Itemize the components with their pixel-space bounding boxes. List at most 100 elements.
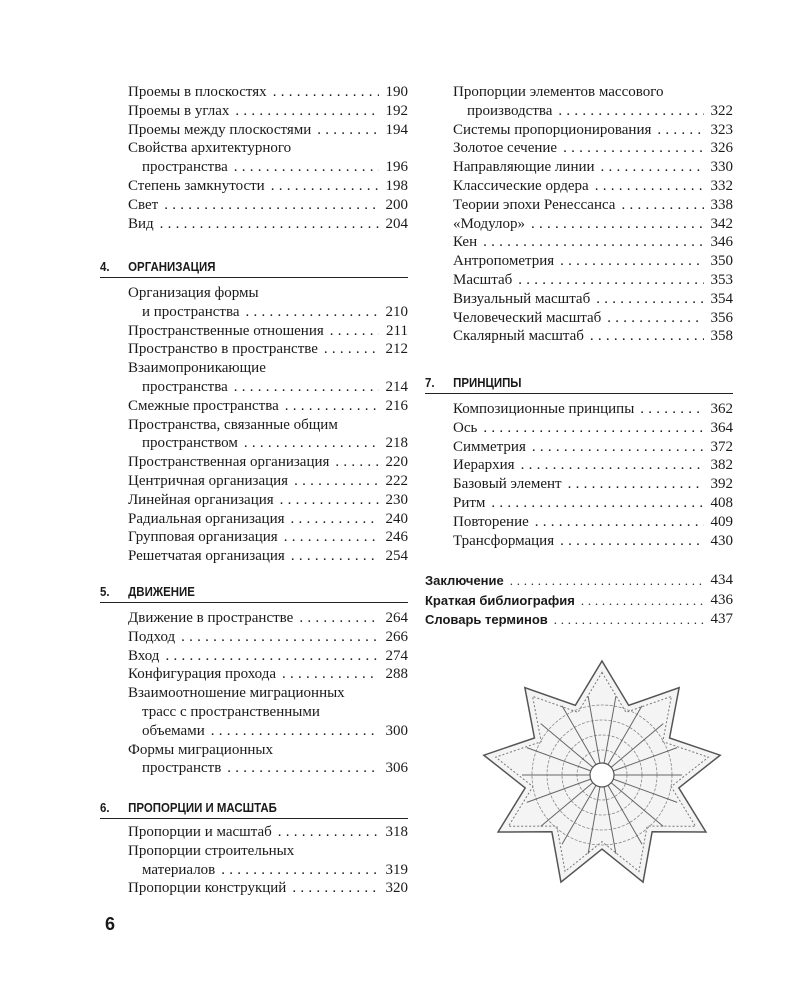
radial-street	[561, 705, 597, 765]
entry-title: Теории эпохи Ренессанса	[453, 196, 616, 213]
entry-title: Проемы в углах	[128, 102, 230, 119]
entry-title: Ритм	[453, 495, 486, 511]
toc-entry[interactable]: Пропорции и масштаб 318	[128, 823, 408, 842]
toc-entry[interactable]: Радиальная организация 240	[128, 510, 408, 529]
entry-page-number: 306	[385, 760, 409, 777]
dot-leader	[227, 759, 379, 778]
toc-entry[interactable]: Визуальный масштаб 354	[453, 290, 733, 309]
chapter-heading[interactable]: 7. ПРИНЦИПЫ	[425, 375, 733, 394]
entry-page-number: 210	[385, 303, 409, 320]
toc-entry[interactable]: Пропорции строительных материалов 319	[128, 842, 408, 880]
toc-entry[interactable]: Классические ордера 332	[453, 177, 733, 196]
toc-entry[interactable]: «Модулор» 342	[453, 215, 733, 234]
toc-entry[interactable]: Скалярный масштаб 358	[453, 327, 733, 346]
toc-entry[interactable]: Композиционные принципы 362	[453, 400, 733, 419]
toc-entry[interactable]: Конфигурация прохода 288	[128, 665, 408, 684]
entry-title: объемами	[142, 722, 205, 739]
toc-entry[interactable]: Свет 200	[128, 196, 408, 215]
dot-leader	[285, 397, 379, 416]
radial-street	[540, 782, 594, 827]
toc-entry[interactable]: Ось 364	[453, 419, 733, 438]
toc-entry[interactable]: Проемы между плоскостями 194	[128, 121, 408, 140]
back-matter-entry[interactable]: Словарь терминов 437	[425, 610, 733, 630]
toc-entry[interactable]: Формы миграционных пространств 306	[128, 741, 408, 779]
entry-title: Скалярный масштаб	[453, 328, 584, 345]
entry-title: Направляющие линии	[453, 159, 595, 176]
toc-entry[interactable]: Движение в пространстве 264	[128, 609, 408, 628]
chapter-heading[interactable]: 5. ДВИЖЕНИЕ	[100, 584, 408, 603]
toc-entry[interactable]: Вид 204	[128, 215, 408, 234]
toc-entry[interactable]: Кен 346	[453, 233, 733, 252]
toc-entry[interactable]: Направляющие линии 330	[453, 158, 733, 177]
entry-title: Вид	[128, 215, 154, 232]
toc-entry[interactable]: Пространства, связанные общим пространств…	[128, 416, 408, 454]
entry-title: Групповая организация	[128, 529, 278, 546]
toc-entry[interactable]: Человеческий масштаб 356	[453, 309, 733, 328]
toc-entry[interactable]: Симметрия 372	[453, 438, 733, 457]
entry-page-number: 200	[385, 196, 409, 213]
chapter-title: ПРОПОРЦИИ И МАСШТАБ	[128, 800, 277, 815]
toc-entry[interactable]: Ритм 408	[453, 494, 733, 513]
back-matter-entry[interactable]: Заключение 434	[425, 571, 733, 591]
toc-entry[interactable]: Проемы в плоскостях 190	[128, 83, 408, 102]
dot-leader	[292, 879, 379, 898]
entry-title: Подход	[128, 628, 176, 645]
toc-entry[interactable]: Повторение 409	[453, 513, 733, 532]
entry-page-number: 214	[385, 378, 409, 395]
toc-entry[interactable]: Центричная организация 222	[128, 472, 408, 491]
toc-entry[interactable]: Теории эпохи Ренессанса 338	[453, 196, 733, 215]
toc-entry[interactable]: Групповая организация 246	[128, 528, 408, 547]
toc-entry[interactable]: Трансформация 430	[453, 532, 733, 551]
dot-leader	[581, 591, 704, 611]
entry-title: Иерархия	[453, 457, 515, 474]
entry-page-number: 196	[385, 159, 409, 176]
dot-leader	[335, 453, 379, 472]
entry-page-number: 198	[385, 178, 409, 194]
toc-entry[interactable]: Иерархия 382	[453, 456, 733, 475]
toc-entry[interactable]: Пространство в пространстве 212	[128, 340, 408, 359]
toc-entry[interactable]: Пространственная организация 220	[128, 453, 408, 472]
toc-entry[interactable]: Золотое сечение 326	[453, 139, 733, 158]
toc-entry[interactable]: Проемы в углах 192	[128, 102, 408, 121]
toc-entry[interactable]: Решетчатая организация 254	[128, 547, 408, 566]
dot-leader	[284, 528, 379, 547]
toc-entry[interactable]: Антропометрия 350	[453, 252, 733, 271]
toc-entry[interactable]: Базовый элемент 392	[453, 475, 733, 494]
chapter-heading[interactable]: 4. ОРГАНИЗАЦИЯ	[100, 259, 408, 278]
dot-leader	[280, 491, 379, 510]
entry-title: Человеческий масштаб	[453, 309, 602, 326]
dot-leader	[483, 233, 704, 252]
dot-leader	[165, 647, 379, 666]
toc-entry[interactable]: Свойства архитектурного пространства 196	[128, 139, 408, 177]
entry-page-number: 326	[710, 140, 734, 157]
entry-title: Проемы между плоскостями	[128, 121, 312, 138]
entry-title: Свет	[128, 196, 159, 213]
entry-title: Кен	[453, 234, 478, 251]
chapter-heading[interactable]: 6. ПРОПОРЦИИ И МАСШТАБ	[100, 800, 408, 819]
dot-leader	[282, 665, 379, 684]
entry-page-number: 338	[710, 196, 734, 213]
toc-entry[interactable]: Пропорции конструкций 320	[128, 879, 408, 898]
toc-entry[interactable]: Организация формы и пространства 210	[128, 284, 408, 322]
toc-entry[interactable]: Подход 266	[128, 628, 408, 647]
entry-page-number: 342	[710, 215, 734, 232]
entry-title: Золотое сечение	[453, 140, 558, 157]
toc-entry[interactable]: Степень замкнутости 198	[128, 177, 408, 196]
entry-title: Взаимоотношение миграционных	[128, 685, 345, 702]
dot-leader	[621, 196, 704, 215]
toc-entry[interactable]: Взаимоотношение миграционных трасс с прос…	[128, 684, 408, 740]
toc-entry[interactable]: Системы пропорционирования 323	[453, 121, 733, 140]
chapter-title: ДВИЖЕНИЕ	[128, 584, 195, 599]
toc-entry[interactable]: Линейная организация 230	[128, 491, 408, 510]
toc-entry[interactable]: Пространственные отношения 211	[128, 322, 408, 341]
toc-entry[interactable]: Вход 274	[128, 647, 408, 666]
dot-leader	[324, 340, 379, 359]
toc-entry[interactable]: Масштаб 353	[453, 271, 733, 290]
toc-entry[interactable]: Пропорции элементов массового производств…	[453, 83, 733, 121]
toc-entry[interactable]: Смежные пространства 216	[128, 397, 408, 416]
entry-title: Базовый элемент	[453, 476, 562, 493]
dot-leader	[294, 472, 379, 491]
dot-leader	[211, 722, 379, 741]
back-matter-entry[interactable]: Краткая библиография 436	[425, 591, 733, 611]
